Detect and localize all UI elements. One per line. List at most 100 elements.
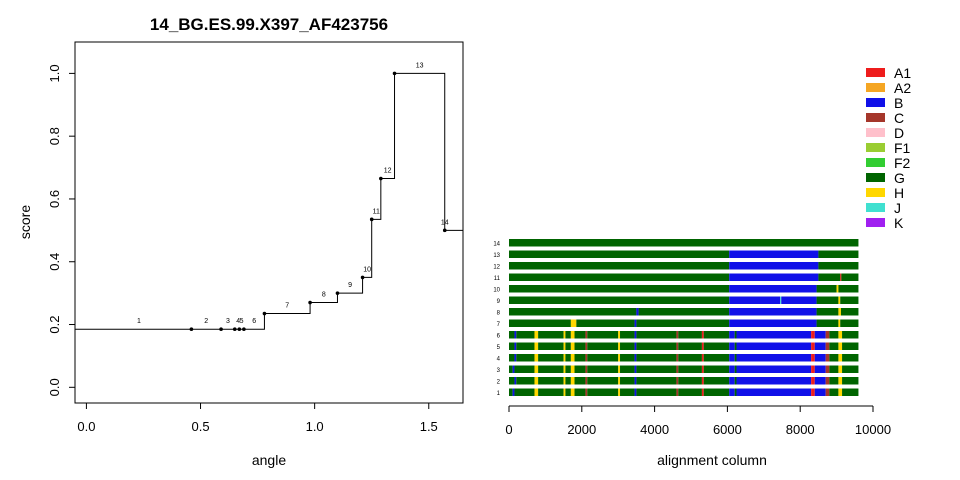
alignment-segment	[814, 388, 826, 396]
alignment-segment	[620, 342, 635, 350]
alignment-segment	[587, 377, 619, 385]
score-point	[442, 228, 447, 233]
alignment-segment	[585, 377, 588, 385]
row-label: 3	[497, 368, 501, 374]
alignment-segment	[534, 342, 539, 350]
row-label: 11	[494, 276, 501, 282]
alignment-segment	[734, 354, 737, 362]
alignment-segment	[514, 388, 535, 396]
x-axis: 0.0 0.5 1.0 1.5	[77, 403, 438, 434]
alignment-segment	[538, 377, 564, 385]
alignment-segment	[736, 377, 812, 385]
score-point	[219, 327, 223, 332]
alignment-segment	[620, 388, 635, 396]
y-tick-label: 0.0	[47, 378, 62, 396]
alignment-segment	[678, 354, 702, 362]
legend-swatch	[866, 173, 885, 182]
alignment-segment	[563, 365, 566, 373]
alignment-segment	[516, 342, 535, 350]
legend-swatch	[866, 98, 885, 107]
alignment-segment	[734, 342, 737, 350]
legend-item: D	[866, 125, 904, 141]
alignment-segment	[534, 388, 539, 396]
alignment-segment	[585, 342, 588, 350]
alignment-segment	[838, 377, 843, 385]
step-label: 1	[137, 318, 141, 325]
alignment-segment	[729, 285, 817, 293]
alignment-segment	[701, 388, 704, 396]
legend-swatch	[866, 203, 885, 212]
alignment-segment	[634, 377, 637, 385]
alignment-segment	[636, 365, 677, 373]
alignment-segment	[509, 273, 730, 281]
alignment-segment	[516, 354, 535, 362]
legend-label: F2	[894, 155, 911, 171]
row-label: 6	[497, 334, 501, 340]
alignment-segment	[703, 331, 730, 339]
x-tick-label: 10000	[855, 422, 891, 437]
step-label: 14	[441, 219, 449, 226]
alignment-segment	[563, 342, 566, 350]
alignment-segment	[676, 331, 679, 339]
alignment-segment	[565, 365, 571, 373]
alignment-segment	[574, 354, 586, 362]
alignment-segment	[729, 365, 735, 373]
alignment-segment	[634, 354, 637, 362]
alignment-segment	[840, 308, 859, 316]
alignment-segment	[701, 377, 704, 385]
legend-swatch	[866, 188, 885, 197]
alignment-segment	[842, 342, 859, 350]
score-point	[308, 300, 312, 305]
row-label: 1	[497, 391, 501, 397]
alignment-segment	[585, 331, 588, 339]
alignment-segment	[701, 354, 704, 362]
alignment-segment	[563, 354, 566, 362]
legend-label: K	[894, 215, 904, 231]
legend-item: A2	[866, 80, 911, 96]
step-label: 7	[285, 303, 289, 310]
row-label: 13	[493, 253, 500, 259]
alignment-segment	[703, 342, 730, 350]
alignment-segment	[676, 365, 679, 373]
y-tick-label: 1.0	[47, 64, 62, 82]
alignment-segment	[678, 365, 702, 373]
alignment-segment	[818, 262, 859, 270]
alignment-segment	[838, 285, 859, 293]
alignment-segment	[703, 388, 730, 396]
alignment-segment	[587, 388, 619, 396]
alignment-segment	[509, 365, 513, 373]
legend-label: D	[894, 125, 904, 141]
alignment-segment	[509, 262, 730, 270]
alignment-segment	[570, 365, 575, 373]
alignment-segment	[574, 365, 586, 373]
alignment-segment	[634, 342, 637, 350]
row-label: 10	[493, 288, 500, 294]
alignment-segment	[829, 388, 839, 396]
alignment-segment	[570, 342, 575, 350]
alignment-segment	[565, 377, 571, 385]
score-point	[379, 176, 383, 181]
alignment-segment	[729, 308, 817, 316]
alignment-segment	[534, 331, 539, 339]
alignment-segment	[838, 365, 843, 373]
alignment-row: 4	[497, 354, 859, 363]
legend-label: A2	[894, 80, 911, 96]
legend-item: A1	[866, 65, 911, 81]
alignment-segment	[842, 377, 859, 385]
row-label: 4	[497, 357, 501, 363]
alignment-segment	[585, 365, 588, 373]
alignment-segment	[814, 354, 826, 362]
alignment-segment	[574, 342, 586, 350]
alignment-segment	[734, 377, 737, 385]
alignment-segment	[701, 365, 704, 373]
alignment-segment	[729, 273, 819, 281]
alignment-segment	[570, 331, 575, 339]
x-tick-label: 2000	[567, 422, 596, 437]
alignment-row: 6	[497, 331, 859, 340]
alignment-row: 3	[497, 365, 859, 374]
row-label: 5	[497, 345, 501, 351]
alignment-segment	[829, 342, 839, 350]
alignment-segment	[514, 342, 517, 350]
alignment-segment	[838, 342, 843, 350]
alignment-segment	[636, 319, 730, 327]
